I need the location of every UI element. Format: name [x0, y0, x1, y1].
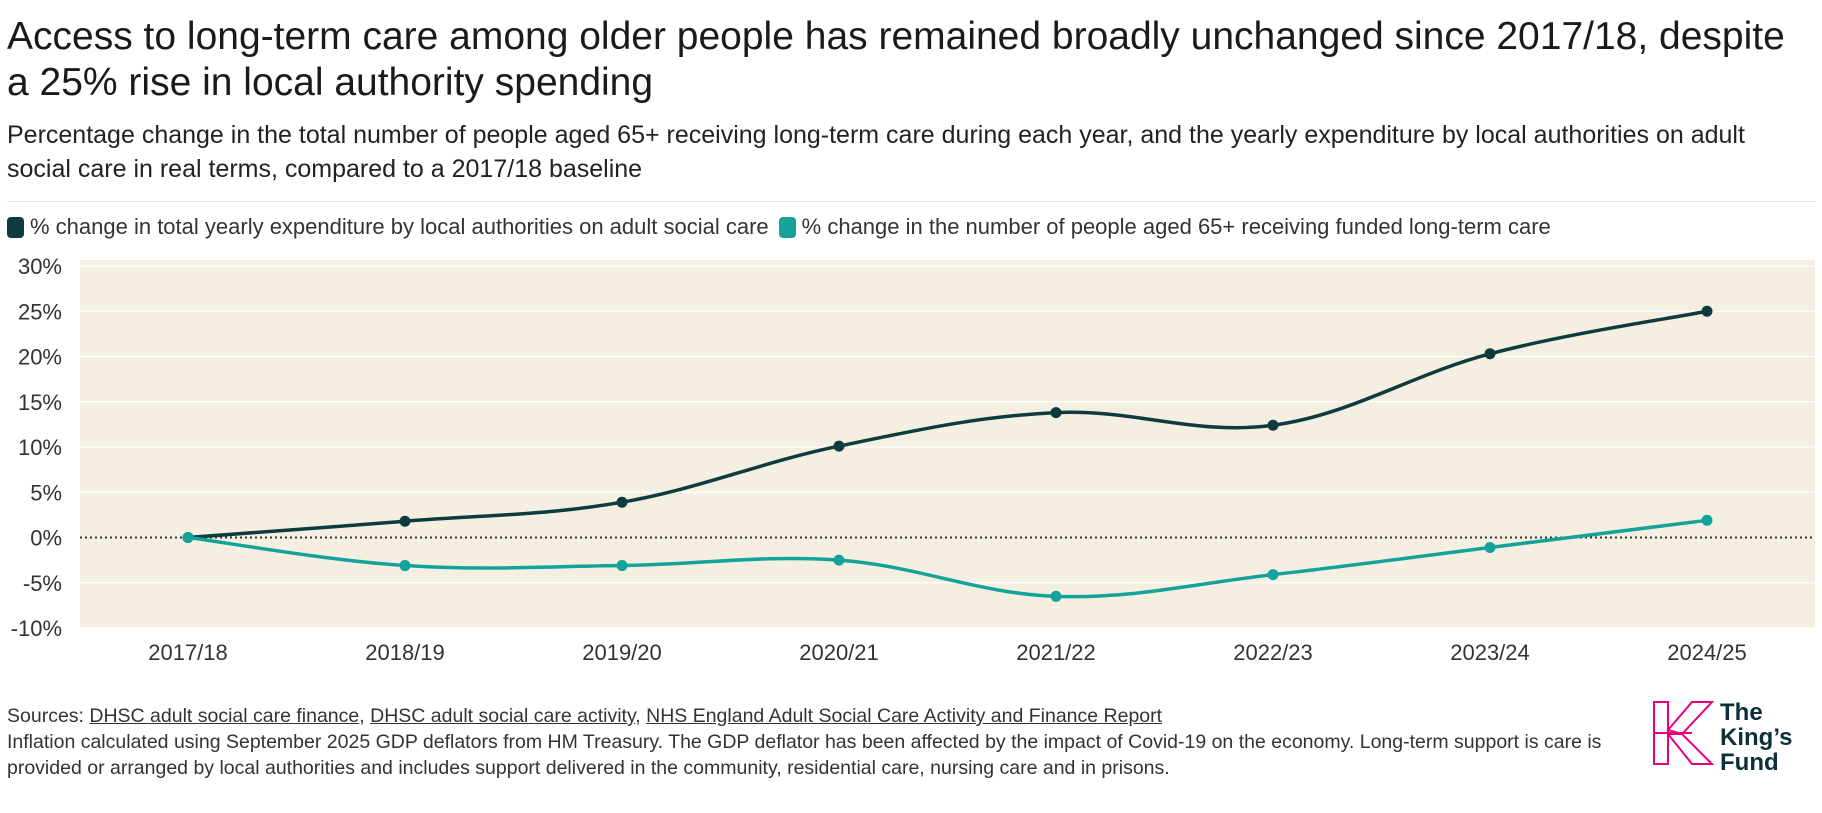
data-point-care	[1050, 590, 1062, 602]
x-tick-label: 2020/21	[799, 640, 879, 665]
data-point-care	[1267, 569, 1279, 581]
source-link-finance[interactable]: DHSC adult social care finance	[89, 705, 360, 727]
sources-line: Sources: DHSC adult social care finance,…	[7, 703, 1607, 729]
k-mark-icon	[1653, 701, 1715, 765]
chart-legend: % change in total yearly expenditure by …	[7, 210, 1561, 244]
x-tick-label: 2019/20	[582, 640, 662, 665]
data-point-expenditure	[399, 515, 411, 527]
source-link-nhs-report[interactable]: NHS England Adult Social Care Activity a…	[646, 705, 1163, 727]
logo-line-2: King’s	[1720, 724, 1793, 751]
series-line-expenditure	[186, 309, 1709, 540]
y-tick-label: 5%	[30, 480, 62, 505]
legend-label-care: % change in the number of people aged 65…	[801, 214, 1551, 239]
y-tick-label: 25%	[18, 299, 62, 324]
x-tick-label: 2021/22	[1016, 640, 1096, 665]
kings-fund-logo[interactable]: The King’s Fund	[1652, 700, 1812, 780]
y-tick-label: 10%	[18, 435, 62, 460]
data-point-expenditure	[1701, 305, 1713, 317]
legend-item-care[interactable]: % change in the number of people aged 65…	[778, 214, 1551, 240]
y-tick-label: 30%	[18, 254, 62, 279]
logo-line-1: The	[1720, 699, 1763, 726]
data-point-care	[399, 560, 411, 572]
legend-swatch-care	[778, 216, 796, 238]
data-point-care	[182, 532, 194, 543]
x-tick-label: 2018/19	[365, 640, 445, 665]
logo-line-3: Fund	[1720, 749, 1779, 776]
x-tick-label: 2023/24	[1450, 640, 1530, 665]
header-divider	[7, 201, 1815, 202]
footnote: Inflation calculated using September 202…	[7, 731, 1602, 779]
y-tick-label: 20%	[18, 345, 62, 370]
x-tick-label: 2017/18	[148, 640, 228, 665]
source-separator: ,	[635, 705, 647, 727]
plot-area	[80, 260, 1815, 628]
source-link-activity[interactable]: DHSC adult social care activity	[370, 705, 636, 727]
y-tick-label: 15%	[18, 390, 62, 415]
sources-prefix: Sources:	[7, 705, 90, 727]
data-point-care	[1484, 541, 1496, 553]
data-point-expenditure	[1267, 419, 1279, 431]
legend-swatch-expenditure	[7, 216, 24, 238]
chart-footer: Sources: DHSC adult social care finance,…	[7, 703, 1607, 781]
series-line-care	[186, 518, 1709, 599]
data-point-care	[616, 560, 628, 572]
line-chart: 30% 25% 20% 15% 10% 5% 0% -5% -10% 2017/18 2018/1…	[11, 254, 1815, 665]
x-tick-label: 2024/25	[1667, 640, 1747, 665]
legend-label-expenditure: % change in total yearly expenditure by …	[30, 214, 769, 239]
data-point-care	[833, 554, 845, 566]
source-separator: ,	[359, 705, 371, 727]
data-point-expenditure	[1484, 348, 1496, 360]
y-tick-label: -10%	[11, 616, 62, 641]
y-tick-label: -5%	[23, 571, 62, 596]
logo-wordmark: The King’s Fund	[1720, 700, 1792, 775]
data-point-expenditure	[1050, 407, 1062, 419]
chart-subtitle: Percentage change in the total number of…	[7, 121, 1745, 183]
data-point-care	[1701, 514, 1713, 526]
y-tick-label: 0%	[30, 526, 62, 551]
data-point-expenditure	[616, 496, 628, 508]
x-tick-label: 2022/23	[1233, 640, 1313, 665]
chart-title: Access to long-term care among older peo…	[7, 15, 1785, 104]
data-point-expenditure	[833, 440, 845, 452]
legend-item-expenditure[interactable]: % change in total yearly expenditure by …	[7, 214, 769, 240]
